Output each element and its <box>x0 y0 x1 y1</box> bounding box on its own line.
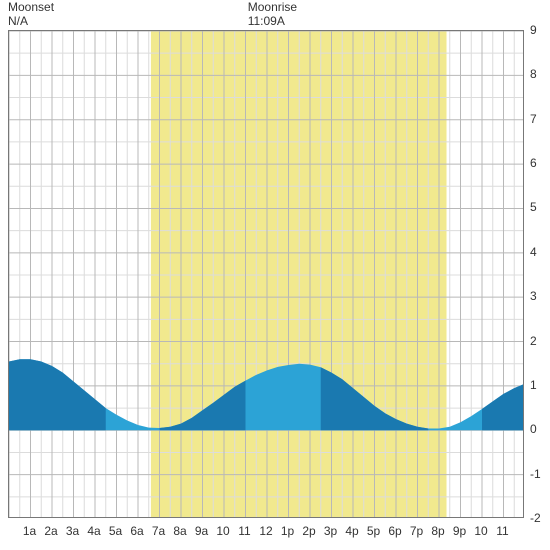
y-tick-label: 9 <box>530 23 537 37</box>
y-tick-label: 0 <box>530 422 537 436</box>
x-tick-label: 5a <box>109 524 122 538</box>
moonset-value: N/A <box>8 14 28 28</box>
moonset-label: Moonset N/A <box>8 0 54 28</box>
x-tick-label: 12 <box>259 524 272 538</box>
x-tick-label: 1p <box>281 524 294 538</box>
moonrise-value: 11:09A <box>248 14 285 28</box>
x-tick-label: 3a <box>66 524 79 538</box>
x-tick-label: 6a <box>130 524 143 538</box>
y-tick-label: 1 <box>530 378 537 392</box>
x-tick-label: 10 <box>216 524 229 538</box>
y-tick-label: -1 <box>530 467 541 481</box>
x-tick-label: 9p <box>453 524 466 538</box>
x-tick-label: 11 <box>238 524 250 538</box>
y-tick-label: -2 <box>530 511 541 525</box>
x-tick-label: 7p <box>410 524 423 538</box>
y-tick-label: 5 <box>530 200 537 214</box>
x-tick-label: 6p <box>388 524 401 538</box>
tide-chart: { "chart": { "type": "area", "width_px":… <box>0 0 550 550</box>
y-tick-label: 7 <box>530 112 537 126</box>
moonrise-label: Moonrise 11:09A <box>248 0 297 28</box>
x-tick-label: 5p <box>367 524 380 538</box>
x-tick-label: 8a <box>173 524 186 538</box>
y-tick-label: 4 <box>530 245 537 259</box>
plot-area <box>8 30 524 518</box>
x-tick-label: 2p <box>302 524 315 538</box>
x-tick-label: 4a <box>87 524 100 538</box>
y-tick-label: 2 <box>530 334 537 348</box>
x-tick-label: 1a <box>23 524 36 538</box>
x-tick-label: 7a <box>152 524 165 538</box>
x-tick-label: 2a <box>44 524 57 538</box>
x-tick-label: 8p <box>431 524 444 538</box>
x-tick-label: 3p <box>324 524 337 538</box>
plot-svg <box>9 31 524 518</box>
x-tick-label: 9a <box>195 524 208 538</box>
moonset-title: Moonset <box>8 0 54 14</box>
x-tick-label: 4p <box>345 524 358 538</box>
moonrise-title: Moonrise <box>248 0 297 14</box>
x-tick-label: 10 <box>474 524 487 538</box>
y-tick-label: 3 <box>530 289 537 303</box>
y-tick-label: 8 <box>530 67 537 81</box>
x-tick-label: 11 <box>496 524 508 538</box>
y-tick-label: 6 <box>530 156 537 170</box>
